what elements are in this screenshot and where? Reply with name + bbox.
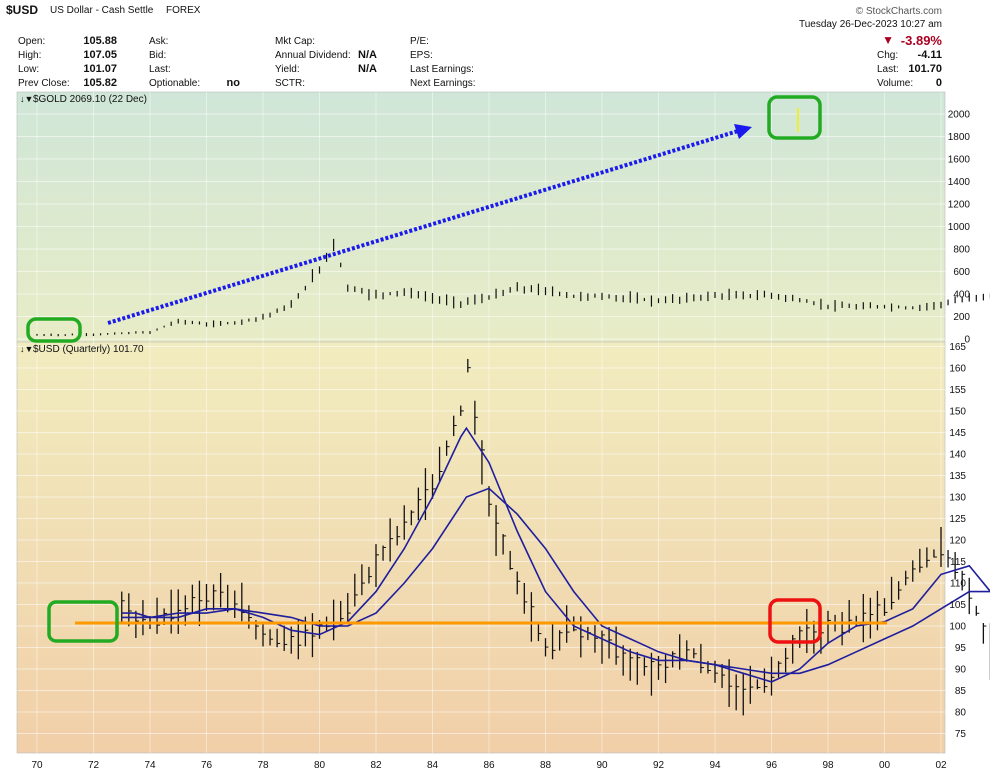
gold-y-tick-label: 1800	[948, 132, 971, 143]
x-tick-label: 96	[766, 760, 778, 771]
dividend-value: N/A	[358, 49, 377, 61]
high-value: 107.05	[83, 49, 117, 61]
high-label: High:	[18, 50, 42, 61]
usd-y-tick-label: 110	[950, 579, 966, 590]
last-label-2: Last:	[877, 64, 899, 75]
usd-legend: $USD (Quarterly) 101.70	[33, 344, 144, 355]
x-tick-label: 92	[653, 760, 665, 771]
optionable-label: Optionable:	[149, 78, 201, 89]
volume-value: 0	[935, 77, 942, 89]
usd-y-tick-label: 150	[949, 407, 966, 418]
symbol: $USD	[6, 3, 39, 17]
ask-label: Ask:	[149, 36, 169, 47]
gold-y-tick-label: 0	[964, 335, 970, 346]
x-tick-label: 00	[879, 760, 891, 771]
gold-y-tick-label: 200	[953, 312, 970, 323]
pe-label: P/E:	[410, 36, 429, 47]
usd-y-tick-label: 100	[949, 622, 966, 633]
usd-y-tick-label: 80	[955, 708, 967, 719]
x-tick-label: 02	[935, 760, 947, 771]
bid-label: Bid:	[149, 50, 167, 61]
x-tick-label: 74	[144, 760, 156, 771]
usd-panel-bg	[16, 341, 946, 754]
yield-value: N/A	[358, 63, 377, 75]
x-tick-label: 78	[257, 760, 269, 771]
last-label: Last:	[149, 64, 171, 75]
usd-y-tick-label: 140	[949, 450, 966, 461]
gold-y-tick-label: 1400	[948, 177, 971, 188]
gold-trend-arrowhead	[734, 124, 752, 139]
x-tick-label: 80	[314, 760, 326, 771]
last-earnings-label: Last Earnings:	[410, 64, 474, 75]
x-tick-label: 90	[596, 760, 608, 771]
exchange: FOREX	[166, 5, 201, 16]
usd-legend-icon: ↓▼	[20, 344, 33, 354]
usd-y-tick-label: 135	[949, 471, 966, 482]
last-value-2: 101.70	[908, 63, 942, 75]
symbol-name: US Dollar - Cash Settle	[50, 5, 154, 16]
usd-start-highlight-box	[47, 600, 119, 643]
x-tick-label: 86	[483, 760, 495, 771]
datetime: Tuesday 26-Dec-2023 10:27 am	[798, 19, 942, 30]
usd-y-tick-label: 90	[955, 665, 967, 676]
gold-y-tick-label: 600	[953, 267, 970, 278]
volume-label: Volume:	[877, 78, 914, 89]
open-value: 105.88	[83, 35, 117, 47]
low-label: Low:	[18, 64, 40, 75]
down-arrow-icon: ▼	[882, 33, 894, 47]
usd-y-tick-label: 155	[949, 385, 966, 396]
gold-y-tick-label: 1000	[948, 222, 971, 233]
gold-y-tick-label: 2000	[948, 110, 971, 121]
sctr-label: SCTR:	[275, 78, 305, 89]
gold-legend-icon: ↓▼	[20, 94, 33, 104]
x-tick-label: 82	[370, 760, 382, 771]
usd-y-tick-label: 125	[949, 514, 966, 525]
eps-label: EPS:	[410, 50, 433, 61]
usd-recent-highlight-box	[768, 598, 822, 644]
usd-y-tick-label: 105	[949, 600, 966, 611]
usd-y-tick-label: 115	[950, 557, 966, 568]
usd-ma-long-line	[121, 487, 990, 675]
x-tick-label: 88	[540, 760, 552, 771]
x-tick-label: 98	[822, 760, 834, 771]
copyright: © StockCharts.com	[855, 6, 942, 17]
gold-legend: $GOLD 2069.10 (22 Dec)	[33, 94, 147, 105]
x-tick-label: 72	[88, 760, 100, 771]
usd-y-tick-label: 165	[949, 342, 966, 353]
next-earnings-label: Next Earnings:	[410, 78, 476, 89]
usd-y-tick-label: 130	[949, 493, 966, 504]
usd-y-tick-label: 85	[955, 686, 967, 697]
prev-close-value: 105.82	[83, 77, 117, 89]
gold-panel-bg	[16, 91, 946, 343]
open-label: Open:	[18, 36, 46, 47]
x-tick-label: 70	[31, 760, 43, 771]
gold-recent-highlight-box	[767, 95, 822, 140]
gold-y-tick-label: 1600	[948, 155, 971, 166]
gold-start-highlight-box	[26, 317, 82, 343]
yield-label: Yield:	[275, 64, 300, 75]
optionable-value: no	[226, 77, 240, 89]
x-tick-label: 94	[709, 760, 721, 771]
chg-value: -4.11	[917, 49, 942, 61]
quote-header: $USD US Dollar - Cash Settle FOREX © Sto…	[0, 0, 990, 92]
gold-y-tick-label: 800	[953, 245, 970, 256]
usd-y-tick-label: 120	[949, 536, 966, 547]
dividend-label: Annual Dividend:	[275, 50, 351, 61]
chg-label: Chg:	[877, 50, 899, 61]
x-tick-label: 76	[201, 760, 213, 771]
gold-y-tick-label: 1200	[948, 200, 971, 211]
prev-close-label: Prev Close:	[18, 78, 70, 89]
change-pct: -3.89%	[900, 33, 942, 48]
low-value: 101.07	[83, 63, 117, 75]
x-tick-label: 84	[427, 760, 439, 771]
usd-y-tick-label: 145	[949, 428, 966, 439]
gold-y-tick-label: 400	[953, 290, 970, 301]
usd-y-tick-label: 95	[955, 643, 967, 654]
mktcap-label: Mkt Cap:	[275, 36, 316, 47]
usd-y-tick-label: 160	[949, 364, 966, 375]
usd-y-tick-label: 75	[955, 729, 967, 740]
